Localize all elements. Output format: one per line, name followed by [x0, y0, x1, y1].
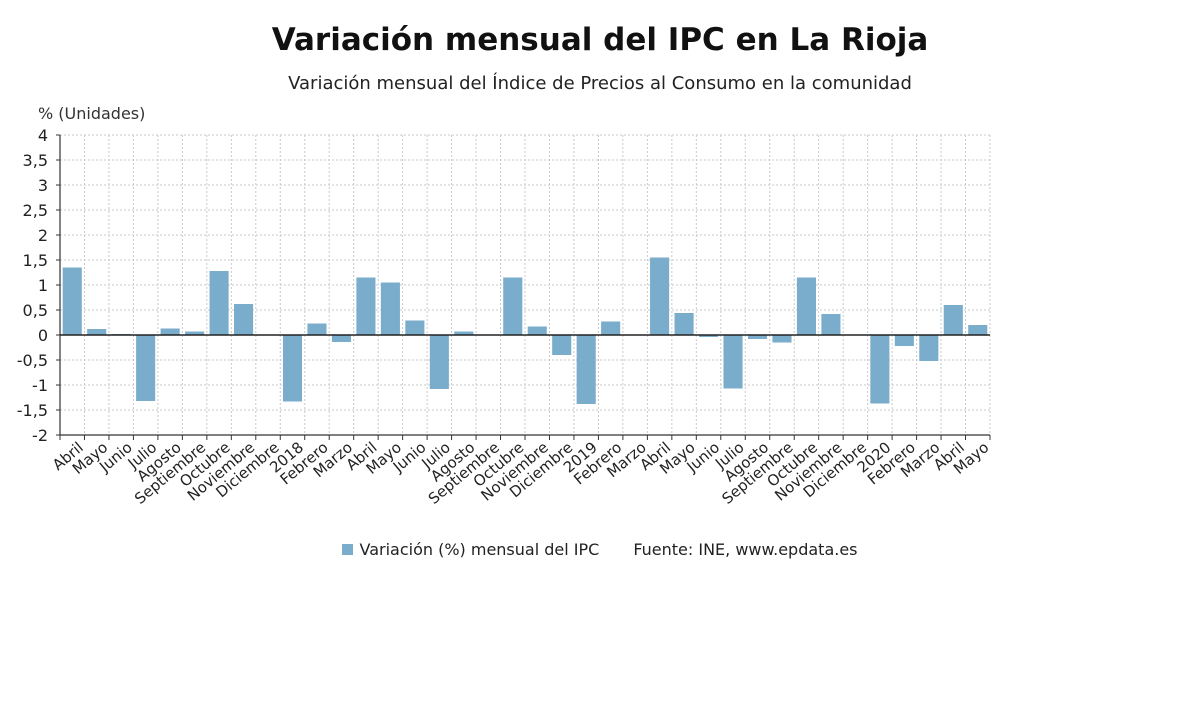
y-tick-label: 4 [38, 126, 48, 145]
bar [968, 325, 988, 335]
y-tick-label: 1 [38, 276, 48, 295]
bar [821, 314, 841, 335]
y-tick-label: 0 [38, 326, 48, 345]
y-tick-label: 3,5 [23, 151, 48, 170]
bar [552, 335, 572, 355]
bar [356, 277, 376, 335]
bar [185, 331, 205, 335]
y-tick-label: 2,5 [23, 201, 48, 220]
chart-title: Variación mensual del IPC en La Rioja [271, 22, 929, 58]
y-tick-label: 1,5 [23, 251, 48, 270]
bar [601, 321, 621, 335]
bar [234, 304, 254, 335]
bars [62, 257, 988, 404]
bar [307, 323, 327, 335]
source-note: Fuente: INE, www.epdata.es [633, 540, 858, 559]
y-tick-label: 3 [38, 176, 48, 195]
bar [796, 277, 816, 335]
y-tick-labels: 4 3,5 3 2,5 2 1,5 1 0,5 0 -0,5 -1 -1,5 -2 [17, 126, 48, 445]
y-tick-label: -1 [32, 376, 48, 395]
bar [62, 267, 82, 335]
bar [894, 335, 914, 346]
bar [503, 277, 523, 335]
bar [747, 335, 768, 339]
bar [699, 335, 719, 337]
bar [576, 335, 596, 404]
bar [87, 329, 107, 335]
y-tick-label: 0,5 [23, 301, 48, 320]
bar [919, 335, 939, 361]
legend-swatch [342, 544, 354, 555]
bar [772, 335, 792, 343]
bar [870, 335, 890, 404]
legend-series-label: Variación (%) mensual del IPC [359, 540, 600, 559]
legend: Variación (%) mensual del IPC Fuente: IN… [0, 540, 1200, 559]
bar [209, 271, 229, 335]
y-axis-label: % (Unidades) [38, 104, 145, 123]
y-tick-label: 2 [38, 226, 48, 245]
bar [282, 335, 303, 402]
y-tick-label: -1,5 [17, 401, 48, 420]
bar [136, 335, 156, 401]
axes [56, 134, 991, 440]
bar [454, 331, 474, 335]
bar [380, 282, 400, 335]
x-tick-labels: AbrilMayoJunioJulioAgostoSeptiembreOctub… [49, 438, 992, 508]
bar [943, 305, 963, 335]
bar [429, 335, 449, 389]
y-tick-label: -2 [32, 426, 48, 445]
y-tick-label: -0,5 [17, 351, 48, 370]
bar [650, 257, 670, 335]
bar [527, 326, 547, 335]
bar [405, 320, 425, 335]
grid [59, 134, 991, 436]
bar [331, 335, 351, 342]
bar [674, 313, 694, 335]
bar [723, 335, 743, 389]
bar [160, 328, 180, 335]
chart-subtitle: Variación mensual del Índice de Precios … [288, 73, 912, 94]
